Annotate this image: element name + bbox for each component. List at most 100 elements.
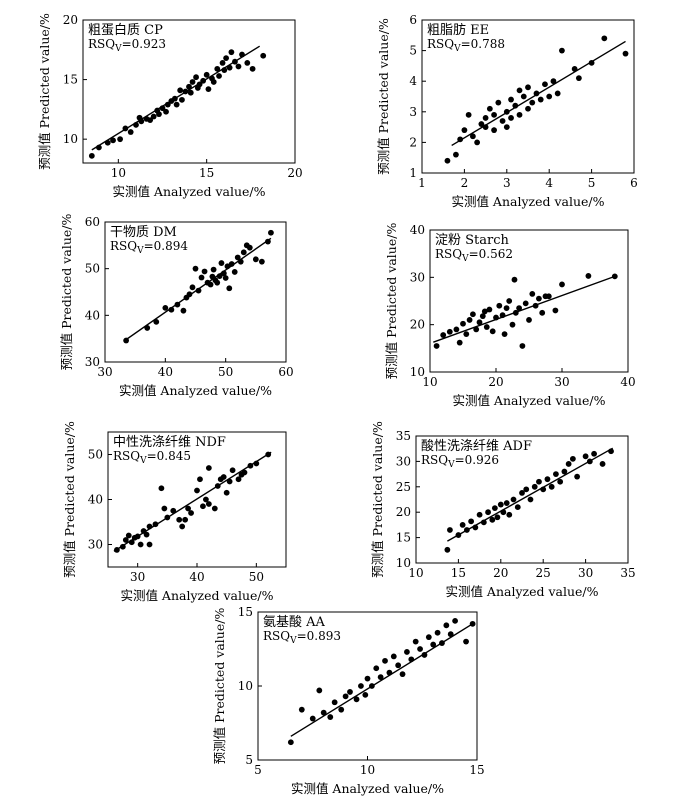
data-point — [457, 136, 464, 143]
data-point — [353, 696, 360, 703]
data-point — [500, 509, 507, 516]
data-point — [536, 478, 542, 485]
y-tick-label: 50 — [85, 262, 100, 276]
rsq-subscript: V — [139, 456, 147, 466]
data-point — [622, 50, 629, 57]
data-point — [211, 505, 218, 512]
x-tick-label: 10 — [408, 566, 423, 580]
data-point — [119, 543, 126, 550]
y-tick-label: 40 — [410, 223, 425, 237]
data-point — [373, 665, 380, 672]
data-point — [586, 458, 593, 465]
plot-frame — [415, 435, 629, 564]
data-point — [559, 47, 565, 54]
data-point — [237, 258, 244, 265]
data-point — [239, 51, 245, 58]
y-tick-label: 40 — [88, 493, 103, 507]
data-point — [548, 483, 555, 490]
x-tick-label: 10 — [111, 166, 126, 180]
y-tick-label: 30 — [396, 454, 411, 468]
y-tick-label: 30 — [410, 270, 425, 284]
data-point — [338, 706, 345, 713]
y-tick-label: 3 — [409, 105, 417, 119]
data-point — [494, 514, 501, 521]
x-tick-label: 25 — [536, 566, 551, 580]
data-point — [412, 638, 419, 645]
data-point — [226, 64, 233, 71]
data-point — [453, 326, 460, 333]
data-point — [395, 662, 402, 669]
data-point — [519, 343, 526, 349]
rsq-value: =0.562 — [469, 247, 513, 261]
data-point — [265, 451, 272, 458]
data-point — [252, 256, 259, 263]
x-tick-label: 30 — [97, 365, 112, 379]
rsq-label: RSQV=0.562 — [435, 247, 513, 264]
rsq-subscript: V — [114, 44, 122, 54]
x-tick-label: 3 — [503, 176, 511, 190]
data-point — [539, 309, 546, 316]
data-point — [210, 266, 217, 273]
data-point — [164, 514, 171, 521]
data-point — [466, 317, 473, 323]
data-point — [88, 152, 95, 159]
data-point — [408, 656, 415, 663]
data-point — [110, 137, 116, 144]
data-point — [161, 505, 168, 512]
data-point — [320, 709, 327, 716]
data-point — [559, 281, 565, 288]
rsq-label: RSQV=0.788 — [427, 37, 505, 54]
y-tick-label: 40 — [85, 308, 100, 322]
x-tick-label: 50 — [249, 570, 264, 584]
rsq-subscript: V — [461, 254, 469, 264]
plot-frame — [429, 229, 629, 373]
data-point — [195, 287, 202, 294]
rsq-value: =0.923 — [122, 37, 166, 51]
data-point — [377, 674, 384, 681]
data-point — [231, 269, 238, 275]
data-point — [203, 496, 209, 503]
data-point — [479, 313, 486, 320]
data-point — [461, 127, 468, 134]
data-point — [536, 295, 542, 302]
data-point — [214, 65, 221, 72]
data-point — [497, 501, 504, 508]
data-point — [601, 35, 608, 42]
plot-frame — [257, 611, 478, 761]
data-point — [525, 84, 531, 91]
x-tick-label: 60 — [278, 365, 293, 379]
rsq-label: RSQV=0.926 — [421, 453, 499, 470]
x-tick-label: 6 — [630, 176, 638, 190]
data-point — [188, 510, 194, 516]
y-tick-label: 15 — [63, 73, 78, 87]
data-point — [150, 113, 157, 120]
data-point — [390, 653, 397, 660]
data-point — [468, 518, 475, 525]
data-point — [554, 90, 561, 97]
rsq-label: RSQV=0.894 — [110, 239, 188, 256]
x-tick-label: 1 — [418, 176, 426, 190]
data-point — [241, 469, 248, 476]
data-point — [187, 89, 194, 96]
data-point — [514, 504, 521, 511]
data-point — [527, 496, 534, 503]
data-point — [591, 450, 597, 457]
data-point — [443, 622, 450, 629]
data-point — [268, 229, 274, 236]
data-point — [159, 105, 166, 112]
y-axis-label: 预测值 Predicted value/% — [62, 421, 77, 578]
rsq-prefix: RSQ — [427, 37, 454, 51]
data-point — [491, 111, 497, 118]
data-point — [122, 537, 129, 543]
data-point — [565, 461, 572, 467]
chart-panel-6: 10 15 20 25 30 35 10 15 20 25 30 35 酸性洗涤纤维 ADFRSQV=0… — [370, 421, 636, 599]
data-point — [542, 81, 548, 88]
data-point — [599, 461, 606, 467]
data-point — [482, 115, 489, 121]
data-point — [489, 328, 496, 335]
data-point — [152, 521, 159, 528]
data-point — [417, 646, 423, 652]
data-point — [501, 331, 508, 338]
